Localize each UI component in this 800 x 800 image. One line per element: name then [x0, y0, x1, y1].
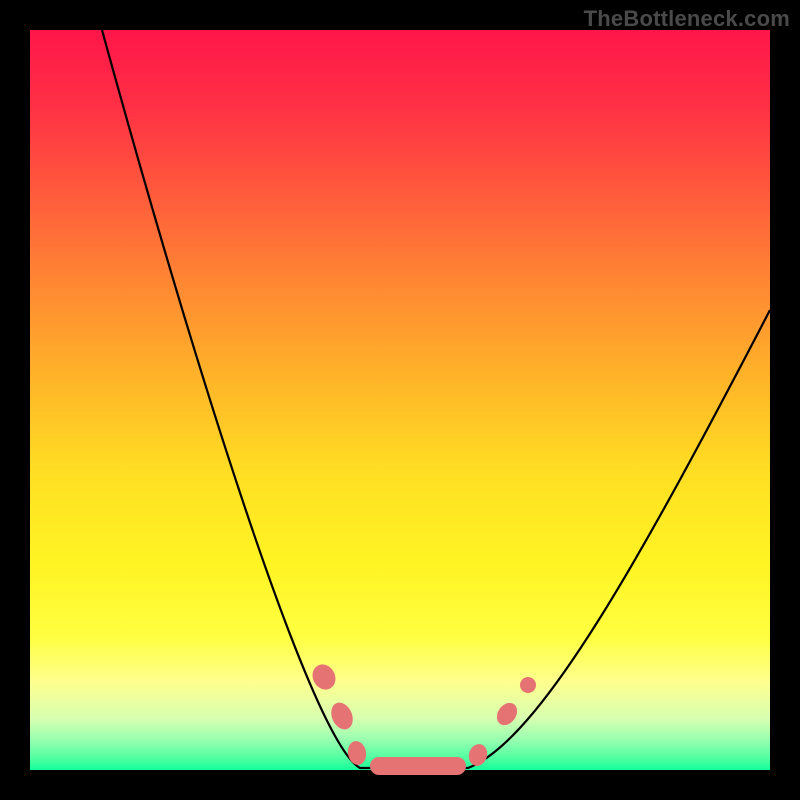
watermark-text: TheBottleneck.com: [584, 6, 790, 32]
bottleneck-chart: [0, 0, 800, 800]
curve-marker: [520, 677, 536, 693]
chart-container: TheBottleneck.com: [0, 0, 800, 800]
plot-background: [30, 30, 770, 770]
curve-marker-flat: [370, 757, 466, 775]
